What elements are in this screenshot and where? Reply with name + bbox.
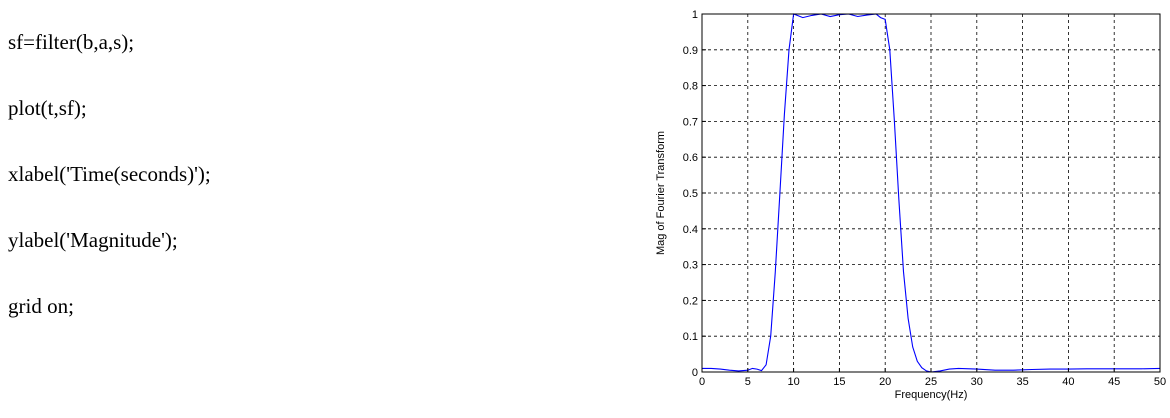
y-tick-label: 0.4 — [683, 224, 698, 236]
code-line: xlabel('Time(seconds)'); — [8, 162, 211, 186]
x-tick-label: 50 — [1154, 376, 1166, 388]
code-block: sf=filter(b,a,s); plot(t,sf); xlabel('Ti… — [8, 0, 588, 418]
y-axis-label: Mag of Fourier Transform — [655, 131, 667, 255]
x-tick-label: 20 — [879, 376, 891, 388]
x-tick-label: 0 — [699, 376, 705, 388]
code-line: sf=filter(b,a,s); — [8, 30, 135, 54]
x-axis-label: Frequency(Hz) — [895, 389, 968, 401]
x-tick-label: 5 — [745, 376, 751, 388]
y-tick-label: 0 — [692, 367, 698, 379]
x-tick-label: 40 — [1062, 376, 1074, 388]
y-tick-label: 0.1 — [683, 331, 698, 343]
code-line: ylabel('Magnitude'); — [8, 228, 178, 252]
y-tick-label: 0.6 — [683, 152, 698, 164]
x-tick-label: 30 — [971, 376, 983, 388]
x-tick-label: 15 — [833, 376, 845, 388]
y-tick-label: 0.7 — [683, 116, 698, 128]
frequency-plot: 0 5 10 15 20 25 30 35 40 45 50 0 0.1 0.2 0.3 0.4 0.5 0.6 0… — [655, 9, 1166, 401]
series-line — [702, 13, 1161, 373]
y-tick-label: 0.3 — [683, 260, 698, 272]
y-tick-label: 0.8 — [683, 81, 698, 93]
y-tick-label: 0.9 — [683, 45, 698, 57]
x-tick-label: 45 — [1108, 376, 1120, 388]
y-tick-label: 0.5 — [683, 188, 698, 200]
code-line: grid on; — [8, 294, 74, 318]
y-tick-label: 1 — [692, 9, 698, 21]
x-tick-label: 35 — [1016, 376, 1028, 388]
x-tick-label: 25 — [925, 376, 937, 388]
x-tick-label: 10 — [787, 376, 799, 388]
y-tick-label: 0.2 — [683, 295, 698, 307]
code-line: plot(t,sf); — [8, 96, 87, 120]
